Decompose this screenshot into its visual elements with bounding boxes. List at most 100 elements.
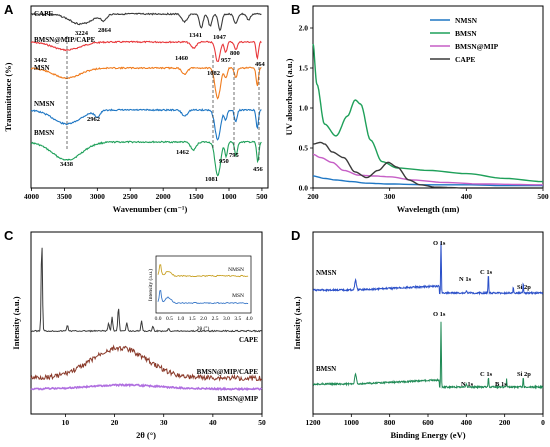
ftir-line-msn <box>30 66 262 100</box>
peak-label-bmsn-c1s: C 1s <box>480 371 493 378</box>
annot-800: 800 <box>230 50 240 57</box>
uv-line-nmsn <box>312 175 543 187</box>
d-xtick-label-1200: 1200 <box>306 418 321 427</box>
series-label-c-bmsn-mip: BMSN@MIP <box>218 395 259 403</box>
ftir-line-bmsn <box>30 140 262 177</box>
annot-795: 795 <box>229 152 240 159</box>
c-xtick-label-40: 40 <box>209 418 217 427</box>
legend-label-bmsn-mip: BMSN@MIP <box>455 42 499 51</box>
xps-line-nmsn <box>312 241 544 296</box>
series-label-bmsn-mip-cape: BMSN@MIP/CAPE <box>34 36 96 44</box>
b-ytick-label-1.5: 1.5 <box>299 64 309 73</box>
a-xtick-label-4000: 4000 <box>24 192 39 201</box>
peak-label-nmsn-n1s: N 1s <box>459 276 472 283</box>
peak-label-bmsn-n1s: N 1s <box>461 381 474 388</box>
panel-a: A Transmittance (%) Wavenumber (cm⁻¹) 40… <box>3 2 269 214</box>
a-xtick-label-1500: 1500 <box>189 192 204 201</box>
panel-c-xlabel: 2θ (°) <box>136 430 156 440</box>
peak-label-bmsn-b1s: B 1s <box>495 381 507 388</box>
panel-a-ylabel: Transmittance (%) <box>3 62 13 131</box>
peak-label-nmsn-o1s: O 1s <box>433 240 446 247</box>
panel-d-peak-labels: O 1s C 1s N 1s Si 2p O 1s C 1s N 1s B 1s… <box>433 240 531 388</box>
b-ytick-label-1.0: 1.0 <box>299 104 309 113</box>
annot-2864: 2864 <box>98 27 112 34</box>
panel-b-frame <box>312 5 544 189</box>
series-label-bmsn: BMSN <box>34 129 54 137</box>
panel-a-guides <box>66 36 260 160</box>
inset-xlabel: 2θ (°) <box>197 325 210 332</box>
legend-label-bmsn: BMSN <box>455 29 477 38</box>
d-xtick-label-400: 400 <box>461 418 473 427</box>
panel-a-xticks: 4000 3500 3000 2500 2000 1500 1000 500 <box>24 188 268 201</box>
peak-label-nmsn-si2p: Si 2p <box>517 284 531 291</box>
panel-b-curves <box>312 43 544 189</box>
ftir-line-cape <box>30 12 262 32</box>
panel-c: C Intensity (a.u.) 2θ (°) 10 20 30 40 50 CAP… <box>4 228 266 440</box>
b-xtick-label-500: 500 <box>537 192 549 201</box>
xrd-line-cape <box>30 247 262 333</box>
panel-b-ticks: 200 300 400 500 0.0 0.5 1.0 1.5 2.0 <box>299 24 549 202</box>
inset-label-nmsn: NMSN <box>228 267 244 273</box>
a-xtick-label-3500: 3500 <box>57 192 72 201</box>
d-xtick-label-600: 600 <box>422 418 434 427</box>
b-xtick-label-300: 300 <box>384 192 396 201</box>
a-xtick-label-500: 500 <box>256 192 268 201</box>
c-xtick-label-50: 50 <box>258 418 266 427</box>
series-label-d-nmsn: NMSN <box>316 269 337 277</box>
panel-d: D Intensity (a.u.) Binding Energy (eV) 1… <box>291 228 545 440</box>
inset-xticks: 0.0 0.5 1.0 1.5 2.0 2.5 3.0 3.5 4.0 <box>155 316 253 322</box>
series-label-c-cape: CAPE <box>239 336 258 344</box>
inset-xtick-label-3.5: 3.5 <box>234 316 241 322</box>
panel-b: B UV absorbance (a.u.) Wavelength (nm) 2… <box>284 2 549 214</box>
panel-c-label: C <box>4 228 14 243</box>
annot-3442: 3442 <box>34 57 47 64</box>
panel-d-series-labels: NMSN BMSN <box>316 269 337 373</box>
annot-3438: 3438 <box>60 161 74 168</box>
series-label-nmsn: NMSN <box>34 100 55 108</box>
annot-1462: 1462 <box>176 149 189 156</box>
xrd-line-bmsn-mip <box>30 383 263 391</box>
inset-line-msn <box>157 289 249 305</box>
series-label-msn: MSN <box>34 64 50 72</box>
panel-a-label: A <box>4 2 14 17</box>
ftir-line-nmsn <box>30 108 262 141</box>
a-xtick-label-3000: 3000 <box>90 192 105 201</box>
inset-xtick-label-1.0: 1.0 <box>177 316 184 322</box>
d-xtick-label-800: 800 <box>384 418 396 427</box>
legend-label-nmsn: NMSN <box>455 16 478 25</box>
a-xtick-label-2000: 2000 <box>156 192 171 201</box>
series-label-d-bmsn: BMSN <box>316 365 336 373</box>
panel-b-xlabel: Wavelength (nm) <box>397 204 460 214</box>
panel-d-curves <box>312 241 544 390</box>
panel-d-xticks: 1200 1000 800 600 400 200 0 <box>306 414 545 427</box>
panel-b-ylabel: UV absorbance (a.u.) <box>284 58 294 135</box>
d-xtick-label-200: 200 <box>499 418 511 427</box>
peak-label-bmsn-si2p: Si 2p <box>517 371 531 378</box>
annot-1047: 1047 <box>213 34 227 41</box>
panel-a-annotations: 3224 2864 1341 1047 3442 1460 800 957 10… <box>34 27 266 183</box>
peak-label-bmsn-o1s: O 1s <box>433 311 446 318</box>
legend-label-cape: CAPE <box>455 55 475 64</box>
panel-c-curves <box>30 247 263 391</box>
panel-b-legend: NMSN BMSN BMSN@MIP CAPE <box>430 16 499 64</box>
panel-d-label: D <box>291 228 300 243</box>
panel-a-series-labels: CAPE BMSN@MIP/CAPE MSN NMSN BMSN <box>34 10 96 137</box>
annot-957: 957 <box>221 57 232 64</box>
inset-xtick-label-2.0: 2.0 <box>200 316 207 322</box>
inset-label-msn: MSN <box>232 293 244 299</box>
c-xtick-label-10: 10 <box>62 418 70 427</box>
panel-c-xticks: 10 20 30 40 50 <box>62 414 266 427</box>
d-xtick-label-1000: 1000 <box>344 418 359 427</box>
panel-a-frame <box>30 5 269 189</box>
inset-xtick-label-1.5: 1.5 <box>189 316 196 322</box>
inset-frame <box>155 255 252 314</box>
panel-a-xlabel: Wavenumber (cm⁻¹) <box>113 204 188 214</box>
annot-1081: 1081 <box>205 176 218 183</box>
uv-line-bmsn-mip <box>312 153 543 186</box>
annot-950: 950 <box>219 158 229 165</box>
panel-c-inset: Intensity (a.u.) 2θ (°) 0.0 0.5 1.0 1.5 2.0 2… <box>147 255 253 332</box>
c-xtick-label-30: 30 <box>160 418 168 427</box>
b-xtick-label-200: 200 <box>307 192 319 201</box>
panel-d-ylabel: Intensity (a.u.) <box>292 296 302 349</box>
